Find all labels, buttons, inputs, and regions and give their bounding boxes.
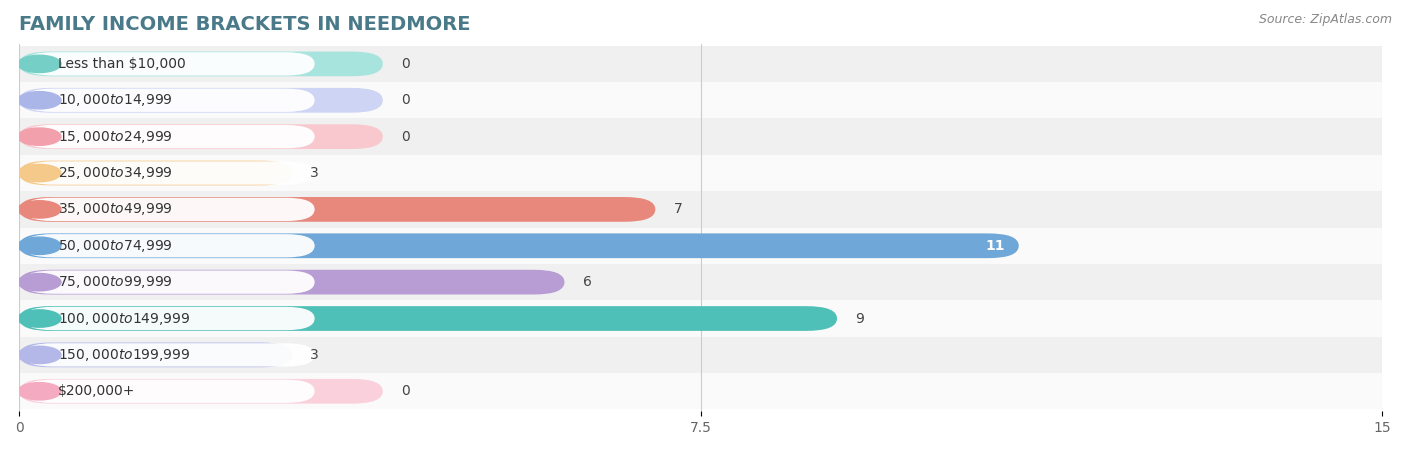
Text: $25,000 to $34,999: $25,000 to $34,999 bbox=[58, 165, 173, 181]
Circle shape bbox=[18, 382, 60, 400]
FancyBboxPatch shape bbox=[20, 88, 382, 112]
Text: 0: 0 bbox=[401, 384, 409, 398]
Text: Source: ZipAtlas.com: Source: ZipAtlas.com bbox=[1258, 14, 1392, 27]
FancyBboxPatch shape bbox=[24, 52, 315, 76]
Text: 3: 3 bbox=[311, 166, 319, 180]
FancyBboxPatch shape bbox=[20, 118, 1382, 155]
Text: $50,000 to $74,999: $50,000 to $74,999 bbox=[58, 238, 173, 254]
Text: 0: 0 bbox=[401, 57, 409, 71]
Text: $35,000 to $49,999: $35,000 to $49,999 bbox=[58, 202, 173, 217]
FancyBboxPatch shape bbox=[20, 197, 655, 222]
Text: Less than $10,000: Less than $10,000 bbox=[58, 57, 186, 71]
FancyBboxPatch shape bbox=[24, 380, 315, 403]
Text: 7: 7 bbox=[673, 202, 682, 216]
Text: $15,000 to $24,999: $15,000 to $24,999 bbox=[58, 129, 173, 144]
FancyBboxPatch shape bbox=[20, 52, 382, 76]
Circle shape bbox=[18, 346, 60, 364]
Text: $150,000 to $199,999: $150,000 to $199,999 bbox=[58, 347, 190, 363]
FancyBboxPatch shape bbox=[20, 124, 382, 149]
Text: $10,000 to $14,999: $10,000 to $14,999 bbox=[58, 92, 173, 108]
FancyBboxPatch shape bbox=[20, 264, 1382, 300]
FancyBboxPatch shape bbox=[24, 234, 315, 257]
Text: 3: 3 bbox=[311, 348, 319, 362]
Text: $75,000 to $99,999: $75,000 to $99,999 bbox=[58, 274, 173, 290]
Circle shape bbox=[18, 237, 60, 254]
Text: 0: 0 bbox=[401, 130, 409, 144]
Text: FAMILY INCOME BRACKETS IN NEEDMORE: FAMILY INCOME BRACKETS IN NEEDMORE bbox=[20, 15, 471, 34]
FancyBboxPatch shape bbox=[24, 270, 315, 294]
Circle shape bbox=[18, 201, 60, 218]
FancyBboxPatch shape bbox=[20, 306, 837, 331]
FancyBboxPatch shape bbox=[20, 161, 292, 185]
Circle shape bbox=[18, 310, 60, 327]
FancyBboxPatch shape bbox=[20, 342, 292, 367]
FancyBboxPatch shape bbox=[24, 89, 315, 112]
FancyBboxPatch shape bbox=[24, 125, 315, 148]
FancyBboxPatch shape bbox=[20, 234, 1019, 258]
Text: $200,000+: $200,000+ bbox=[58, 384, 135, 398]
FancyBboxPatch shape bbox=[20, 228, 1382, 264]
FancyBboxPatch shape bbox=[20, 82, 1382, 118]
Text: 11: 11 bbox=[986, 239, 1005, 253]
FancyBboxPatch shape bbox=[20, 337, 1382, 373]
FancyBboxPatch shape bbox=[20, 46, 1382, 82]
Circle shape bbox=[18, 55, 60, 72]
FancyBboxPatch shape bbox=[24, 162, 315, 184]
Text: $100,000 to $149,999: $100,000 to $149,999 bbox=[58, 310, 190, 327]
FancyBboxPatch shape bbox=[20, 379, 382, 404]
FancyBboxPatch shape bbox=[20, 373, 1382, 410]
Circle shape bbox=[18, 128, 60, 145]
FancyBboxPatch shape bbox=[20, 270, 564, 294]
Circle shape bbox=[18, 92, 60, 109]
FancyBboxPatch shape bbox=[24, 343, 315, 367]
FancyBboxPatch shape bbox=[24, 198, 315, 221]
Circle shape bbox=[18, 164, 60, 182]
Circle shape bbox=[18, 274, 60, 291]
FancyBboxPatch shape bbox=[24, 307, 315, 330]
FancyBboxPatch shape bbox=[20, 300, 1382, 337]
FancyBboxPatch shape bbox=[20, 191, 1382, 228]
Text: 0: 0 bbox=[401, 93, 409, 107]
FancyBboxPatch shape bbox=[20, 155, 1382, 191]
Text: 6: 6 bbox=[582, 275, 592, 289]
Text: 9: 9 bbox=[855, 311, 865, 325]
